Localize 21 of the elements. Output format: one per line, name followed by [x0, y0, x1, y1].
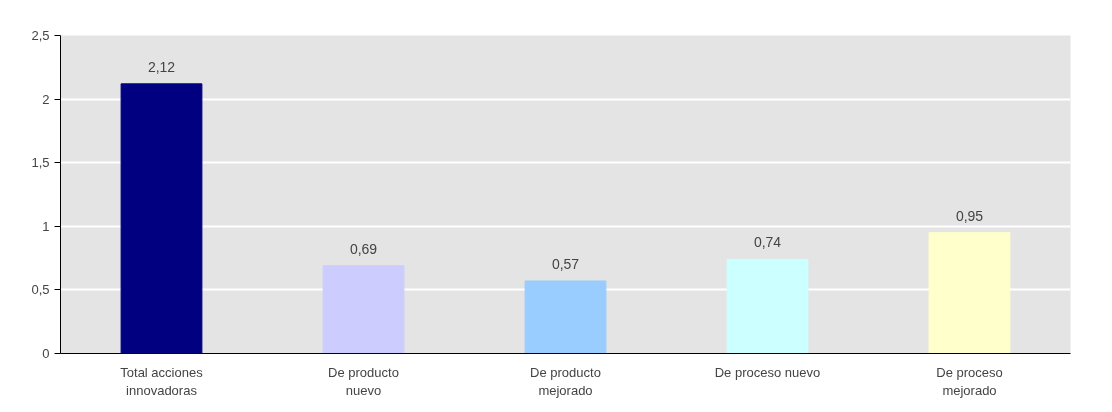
y-tick-label: 0,5 — [31, 282, 50, 298]
data-label: 0,69 — [349, 240, 378, 257]
data-label: 0,74 — [753, 234, 782, 251]
x-tick-label: De producto mejorado — [530, 364, 601, 398]
data-label: 0,95 — [955, 207, 984, 224]
y-tick-label: 2 — [42, 91, 50, 107]
x-tick-label: De proceso nuevo — [714, 364, 821, 380]
data-label: 0,57 — [551, 256, 580, 272]
bar — [726, 258, 809, 354]
bar — [322, 265, 405, 354]
y-tick-label: 2,5 — [31, 28, 50, 43]
y-tick-label: 1,5 — [31, 155, 50, 171]
bar — [928, 232, 1011, 354]
x-tick-label: De proceso mejorado — [936, 364, 1003, 398]
bar — [120, 83, 203, 354]
bar — [524, 280, 607, 354]
data-label: 2,12 — [147, 58, 176, 75]
x-tick-label: Total acciones innovadoras — [120, 364, 204, 398]
x-tick-label: De producto nuevo — [328, 364, 399, 398]
y-tick-label: 0 — [42, 346, 50, 361]
y-tick-label: 1 — [42, 218, 50, 234]
